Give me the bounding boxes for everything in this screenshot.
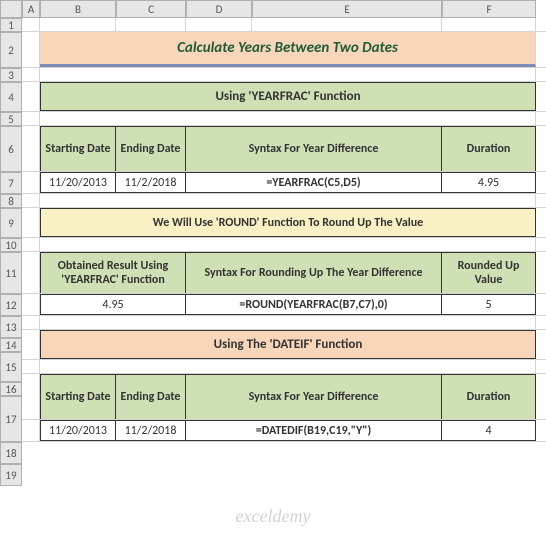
spreadsheet-grid: Calculate Years Between Two Dates Using … xyxy=(22,18,546,442)
table2-header[interactable]: Syntax For Rounding Up The Year Differen… xyxy=(186,252,442,293)
table1-cell[interactable]: =YEARFRAC(C5,D5) xyxy=(186,172,442,193)
col-header-b[interactable]: B xyxy=(40,0,116,18)
cell[interactable] xyxy=(22,82,40,111)
table1-cell[interactable]: 11/20/2013 xyxy=(40,172,116,193)
table3-cell[interactable]: 11/20/2013 xyxy=(40,420,116,441)
table1-cell[interactable]: 4.95 xyxy=(442,172,536,193)
cell[interactable] xyxy=(40,68,536,81)
col-header-d[interactable]: D xyxy=(186,0,252,18)
col-header-e[interactable]: E xyxy=(252,0,442,18)
table2-cell[interactable]: 4.95 xyxy=(40,294,186,315)
cell[interactable] xyxy=(22,112,40,125)
cell[interactable] xyxy=(22,294,40,315)
table1-header[interactable]: Syntax For Year Difference xyxy=(186,126,442,171)
table3-cell[interactable]: 11/2/2018 xyxy=(116,420,186,441)
row-header-19[interactable]: 19 xyxy=(0,464,22,486)
row-header-5[interactable]: 5 xyxy=(0,112,22,126)
row-header-11[interactable]: 11 xyxy=(0,252,22,294)
cell[interactable] xyxy=(22,68,40,81)
table1-cell[interactable]: 11/2/2018 xyxy=(116,172,186,193)
cell[interactable] xyxy=(22,316,40,329)
cell[interactable] xyxy=(252,18,442,31)
cell[interactable] xyxy=(186,18,252,31)
row-header-7[interactable]: 7 xyxy=(0,172,22,194)
row-header-16[interactable]: 16 xyxy=(0,382,22,396)
row-header-9[interactable]: 9 xyxy=(0,208,22,238)
col-header-f[interactable]: F xyxy=(442,0,536,18)
row-header-18[interactable]: 18 xyxy=(0,442,22,464)
row-header-13[interactable]: 13 xyxy=(0,316,22,338)
table2-cell[interactable]: 5 xyxy=(442,294,536,315)
row-header-6[interactable]: 6 xyxy=(0,126,22,172)
table3-header[interactable]: Duration xyxy=(442,374,536,419)
row-header-3[interactable]: 3 xyxy=(0,68,22,82)
cell[interactable] xyxy=(22,238,40,251)
col-header-c[interactable]: C xyxy=(116,0,186,18)
select-all-corner[interactable] xyxy=(0,0,22,18)
table3-cell[interactable]: =DATEDIF(B19,C19,"Y") xyxy=(186,420,442,441)
table3-header[interactable]: Syntax For Year Difference xyxy=(186,374,442,419)
table1-header[interactable]: Ending Date xyxy=(116,126,186,171)
row-header-8[interactable]: 8 xyxy=(0,194,22,208)
cell[interactable] xyxy=(442,18,536,31)
cell[interactable] xyxy=(40,316,536,329)
page-title[interactable]: Calculate Years Between Two Dates xyxy=(40,32,536,67)
cell[interactable] xyxy=(40,194,536,207)
cell[interactable] xyxy=(40,18,116,31)
table2-header[interactable]: Obtained Result Using 'YEARFRAC' Functio… xyxy=(40,252,186,293)
row-header-17[interactable]: 17 xyxy=(0,396,22,442)
cell[interactable] xyxy=(40,112,536,125)
column-headers: A B C D E F xyxy=(22,0,536,18)
table2-cell[interactable]: =ROUND(YEARFRAC(B7,C7),0) xyxy=(186,294,442,315)
table3-header[interactable]: Starting Date xyxy=(40,374,116,419)
cell[interactable] xyxy=(22,330,40,359)
row-header-4[interactable]: 4 xyxy=(0,82,22,112)
row-header-12[interactable]: 12 xyxy=(0,294,22,316)
table2-header[interactable]: Rounded Up Value xyxy=(442,252,536,293)
cell[interactable] xyxy=(22,32,40,67)
cell[interactable] xyxy=(22,374,40,419)
row-header-15[interactable]: 15 xyxy=(0,352,22,382)
cell[interactable] xyxy=(116,18,186,31)
table3-cell[interactable]: 4 xyxy=(442,420,536,441)
watermark: exceldemy xyxy=(236,506,311,527)
row-header-1[interactable]: 1 xyxy=(0,18,22,32)
cell[interactable] xyxy=(22,18,40,31)
row-header-2[interactable]: 2 xyxy=(0,32,22,68)
cell[interactable] xyxy=(22,126,40,171)
table1-header[interactable]: Starting Date xyxy=(40,126,116,171)
row-header-10[interactable]: 10 xyxy=(0,238,22,252)
table3-header[interactable]: Ending Date xyxy=(116,374,186,419)
cell[interactable] xyxy=(40,238,536,251)
cell[interactable] xyxy=(22,360,40,373)
col-header-a[interactable]: A xyxy=(22,0,40,18)
cell[interactable] xyxy=(22,194,40,207)
cell[interactable] xyxy=(22,252,40,293)
row-headers: 12345678910111213141516171819 xyxy=(0,18,22,486)
cell[interactable] xyxy=(40,360,536,373)
section1-banner[interactable]: Using 'YEARFRAC' Function xyxy=(40,82,536,111)
cell[interactable] xyxy=(22,208,40,237)
cell[interactable] xyxy=(22,420,40,441)
row-header-14[interactable]: 14 xyxy=(0,338,22,352)
section3-banner[interactable]: Using The 'DATEIF' Function xyxy=(40,330,536,359)
cell[interactable] xyxy=(22,172,40,193)
table1-header[interactable]: Duration xyxy=(442,126,536,171)
section2-banner[interactable]: We Will Use 'ROUND' Function To Round Up… xyxy=(40,208,536,237)
